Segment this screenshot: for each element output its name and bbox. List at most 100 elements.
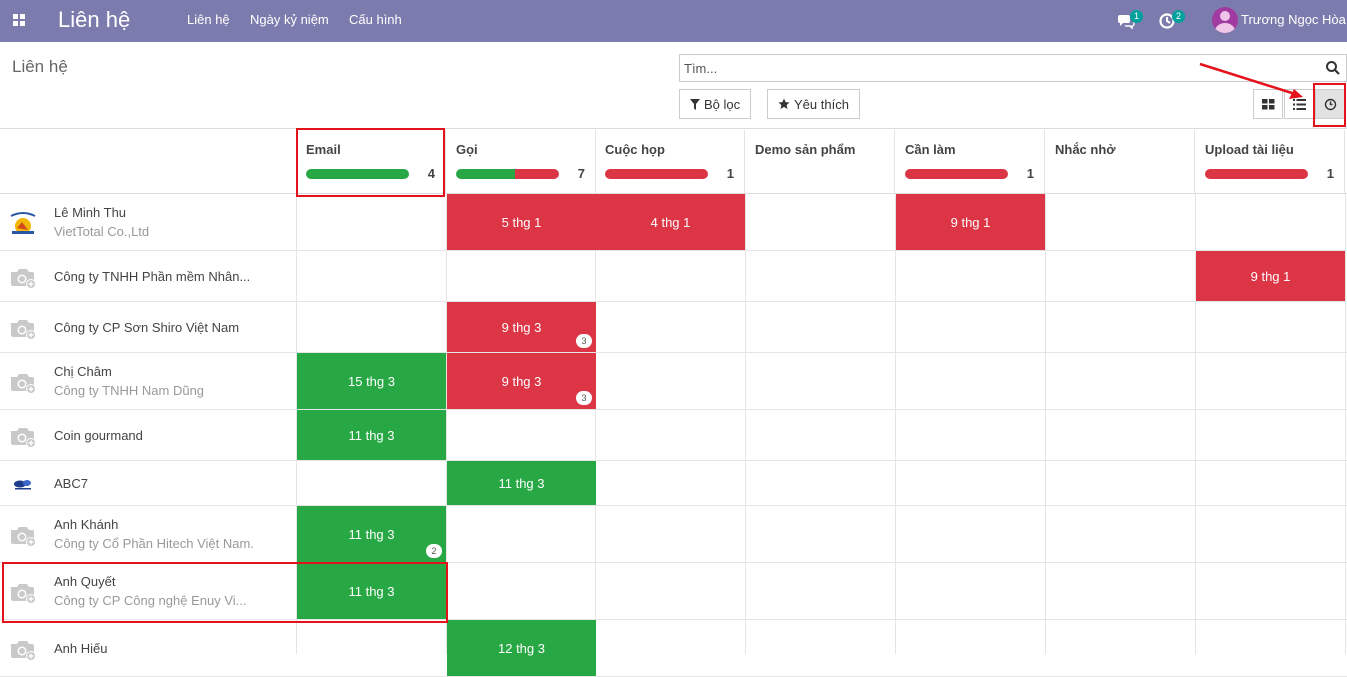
column-title[interactable]: Email [306, 142, 341, 157]
progress-green-segment [306, 169, 409, 179]
activity-deadline: 11 thg 3 [348, 427, 395, 443]
column-count: 1 [1026, 166, 1034, 181]
kanban-view-button[interactable] [1253, 89, 1283, 119]
contact-company: Công ty TNHH Nam Dũng [54, 383, 205, 398]
breadcrumb-title: Liên hệ [12, 57, 68, 76]
activity-view-button[interactable] [1315, 89, 1345, 119]
activities-count-badge: 2 [1172, 10, 1185, 23]
menu-anniversaries[interactable]: Ngày kỷ niệm [250, 12, 329, 27]
column-title[interactable]: Demo sản phẩm [755, 142, 856, 157]
table-row: Công ty CP Sơn Shiro Việt Nam [0, 302, 1347, 353]
activity-count-badge: 3 [576, 391, 592, 405]
column-divider [595, 194, 596, 654]
activity-cell[interactable]: 9 thg 3 3 [447, 302, 596, 352]
contact-name[interactable]: Coin gourmand [54, 428, 143, 443]
contact-name[interactable]: Công ty CP Sơn Shiro Việt Nam [54, 320, 240, 335]
activity-deadline: 15 thg 3 [348, 373, 395, 389]
column-title[interactable]: Cuộc họp [605, 142, 665, 157]
column-title[interactable]: Upload tài liệu [1205, 142, 1294, 157]
activity-deadline: 11 thg 3 [348, 583, 395, 599]
table-row: Anh Khánh Công ty Cổ Phần Hitech Việt Nam… [0, 506, 1347, 563]
activity-cell[interactable]: 11 thg 3 [297, 563, 446, 619]
column-divider [1045, 194, 1046, 654]
contact-company: Công ty CP Công nghệ Enuy Vi... [54, 593, 247, 608]
activity-cell[interactable]: 11 thg 3 [447, 461, 596, 505]
user-avatar[interactable] [1212, 7, 1238, 33]
apps-menu-icon[interactable] [13, 14, 25, 26]
column-header: Email 4 [296, 130, 446, 193]
progress-red-segment [605, 169, 708, 179]
column-title[interactable]: Cần làm [905, 142, 956, 157]
grid-header-border [0, 193, 1347, 194]
menu-contacts[interactable]: Liên hệ [187, 12, 230, 27]
kanban-grid-icon [1261, 98, 1274, 109]
column-divider [895, 194, 896, 654]
activity-deadline: 5 thg 1 [501, 214, 542, 230]
column-title[interactable]: Gọi [456, 142, 478, 157]
activity-deadline: 4 thg 1 [650, 214, 691, 230]
column-header: Nhắc nhở [1045, 130, 1195, 193]
search-icon[interactable] [1325, 60, 1341, 76]
activity-cell[interactable]: 9 thg 3 3 [447, 353, 596, 409]
column-count: 4 [427, 166, 435, 181]
list-view-button[interactable] [1284, 89, 1314, 119]
column-divider [745, 194, 746, 654]
company-logo [8, 469, 38, 499]
activity-deadline: 12 thg 3 [498, 640, 545, 656]
camera-placeholder-icon [8, 262, 38, 292]
progress-green-segment [456, 169, 515, 179]
column-header: Cần làm 1 [895, 130, 1045, 193]
search-bar[interactable] [679, 54, 1347, 82]
activity-count-badge: 2 [426, 544, 442, 558]
column-divider [1195, 194, 1196, 654]
progress-red-segment [514, 169, 559, 179]
column-divider [296, 194, 297, 654]
star-icon [778, 98, 790, 109]
clock-icon [1324, 98, 1336, 110]
table-row: Chị Châm Công ty TNHH Nam Dũng [0, 353, 1347, 410]
activity-cell[interactable]: 15 thg 3 [297, 353, 446, 409]
column-header: Demo sản phẩm [745, 130, 895, 193]
list-icon [1292, 98, 1306, 110]
column-header: Cuộc họp 1 [595, 130, 745, 193]
contact-name[interactable]: Anh Khánh [54, 517, 119, 532]
column-divider [1345, 194, 1346, 654]
menu-configuration[interactable]: Cấu hình [349, 12, 402, 27]
contact-name[interactable]: Anh Hiếu [54, 641, 108, 656]
activity-cell[interactable]: 5 thg 1 [447, 194, 596, 250]
activity-cell[interactable]: 4 thg 1 [596, 194, 745, 250]
activity-cell[interactable]: 11 thg 3 [297, 410, 446, 460]
top-navbar: Liên hệ Liên hệ Ngày kỷ niệm Cấu hình 1 … [0, 0, 1347, 42]
contact-name[interactable]: Chị Châm [54, 364, 112, 379]
filter-button[interactable]: Bộ lọc [679, 89, 752, 119]
activity-deadline: 9 thg 3 [501, 373, 542, 389]
column-progress-bar[interactable] [456, 169, 559, 179]
progress-red-segment [905, 169, 1008, 179]
activity-deadline: 11 thg 3 [348, 526, 395, 542]
contact-name[interactable]: ABC7 [54, 476, 88, 491]
camera-placeholder-icon [8, 577, 38, 607]
favorites-label: Yêu thích [794, 96, 849, 112]
contact-name[interactable]: Lê Minh Thu [54, 205, 127, 220]
user-name[interactable]: Trương Ngọc Hòa [1241, 12, 1346, 27]
activity-cell[interactable]: 9 thg 1 [896, 194, 1045, 250]
search-input[interactable] [684, 59, 1314, 77]
activity-deadline: 9 thg 1 [1250, 268, 1291, 284]
app-title: Liên hệ [58, 7, 131, 32]
favorites-button[interactable]: Yêu thích [767, 89, 860, 119]
contact-name[interactable]: Anh Quyết [54, 574, 116, 589]
column-count: 7 [577, 166, 585, 181]
column-progress-bar[interactable] [905, 169, 1008, 179]
annotation-arrow-icon [1199, 62, 1303, 99]
column-title[interactable]: Nhắc nhở [1055, 142, 1116, 157]
activity-cell[interactable]: 9 thg 1 [1196, 251, 1345, 301]
contact-company: Công ty Cổ Phần Hitech Việt Nam. [54, 536, 254, 551]
progress-red-segment [1205, 169, 1308, 179]
contact-name[interactable]: Công ty TNHH Phần mềm Nhân... [54, 269, 251, 284]
activity-cell[interactable]: 12 thg 3 [447, 620, 596, 676]
column-progress-bar[interactable] [605, 169, 708, 179]
activity-cell[interactable]: 11 thg 3 2 [297, 506, 446, 562]
messages-count-badge: 1 [1130, 10, 1143, 23]
column-progress-bar[interactable] [1205, 169, 1308, 179]
column-progress-bar[interactable] [306, 169, 409, 179]
